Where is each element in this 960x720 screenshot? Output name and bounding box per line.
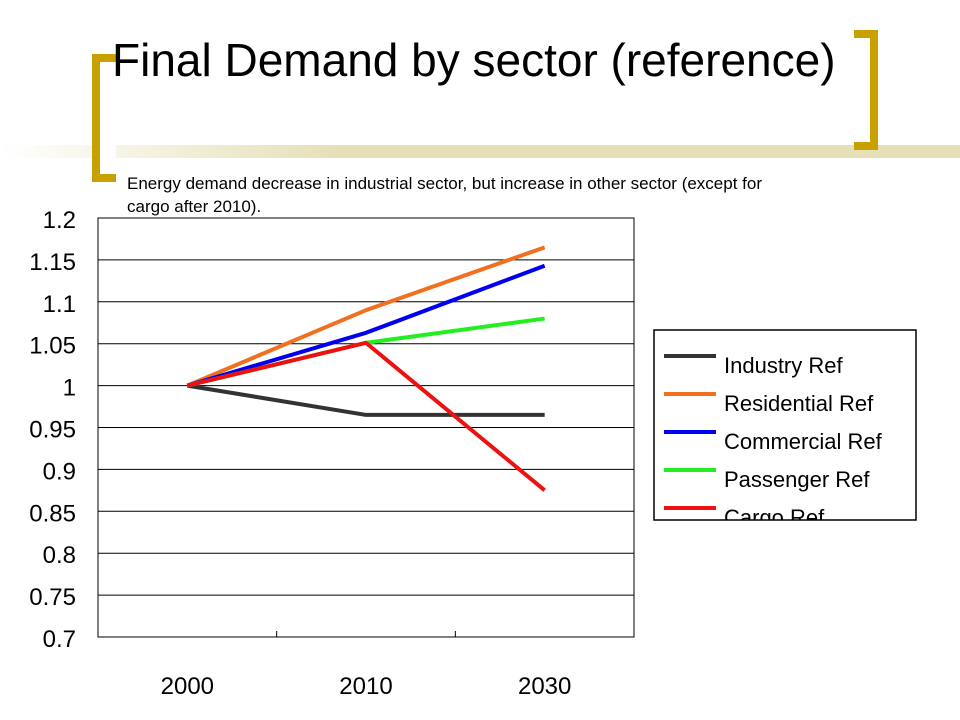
legend-label: Cargo Ref <box>724 505 825 530</box>
y-tick-label: 0.85 <box>29 500 76 527</box>
y-tick-label: 0.8 <box>43 542 76 569</box>
slide-title: Final Demand by sector (reference) <box>112 34 836 86</box>
decorative-bar <box>0 145 960 158</box>
slide-subtitle: Energy demand decrease in industrial sec… <box>127 174 763 216</box>
series-line-residential-ref <box>186 245 546 388</box>
y-tick-label: 1.2 <box>43 207 76 234</box>
series-line-commercial-ref <box>186 263 546 388</box>
right-bracket-decoration <box>854 30 878 150</box>
legend-label: Passenger Ref <box>724 467 870 492</box>
y-tick-label: 0.95 <box>29 417 76 444</box>
legend-label: Industry Ref <box>724 353 843 378</box>
series-line-industry-ref <box>187 383 545 417</box>
left-bracket-decoration <box>92 54 116 182</box>
y-tick-label: 1.15 <box>29 249 76 276</box>
y-tick-label: 1.1 <box>43 291 76 318</box>
y-tick-label: 1 <box>63 375 76 402</box>
x-tick-label: 2010 <box>339 673 392 700</box>
y-tick-label: 0.9 <box>43 458 76 485</box>
x-tick-label: 2000 <box>161 673 214 700</box>
x-tick-label: 2030 <box>518 673 571 700</box>
legend-label: Residential Ref <box>724 391 874 416</box>
y-tick-label: 0.75 <box>29 584 76 611</box>
legend-label: Commercial Ref <box>724 429 883 454</box>
y-tick-label: 0.7 <box>43 626 76 653</box>
y-tick-label: 1.05 <box>29 333 76 360</box>
series-line-cargo-ref <box>186 340 546 492</box>
legend-box <box>653 329 917 521</box>
